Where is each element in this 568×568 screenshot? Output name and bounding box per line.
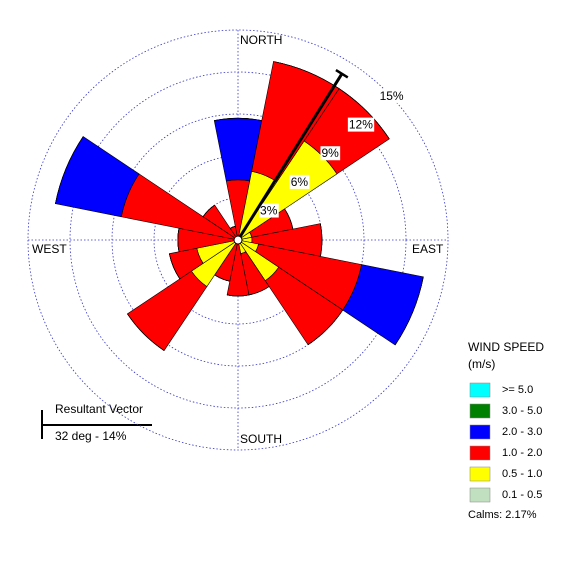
resultant-title: Resultant Vector [55,402,143,416]
ring-label: 12% [349,118,373,132]
legend-label: 2.0 - 3.0 [502,426,542,438]
legend-swatch [469,382,491,398]
east-label: EAST [412,242,444,256]
legend-label: >= 5.0 [502,384,533,396]
wedge [338,88,390,140]
wedge [227,294,249,297]
legend-label: 0.1 - 0.5 [502,489,542,501]
wedge [126,270,208,352]
resultant-label: 32 deg - 14% [55,429,127,443]
legend-swatch [469,487,491,503]
ring-label: 9% [321,146,339,160]
legend-swatch [469,445,491,461]
ring-label-bg [347,117,375,132]
wedge [230,225,236,229]
calms: Calms: 2.17% [468,509,537,521]
ring-label-bg [320,146,341,161]
wedge [307,309,344,346]
south-label: SOUTH [240,432,282,446]
wedge [127,313,165,351]
north-label: NORTH [240,33,282,47]
ring-label: 3% [260,204,278,218]
west-label: WEST [32,242,67,256]
legend-title: WIND SPEED [468,340,544,354]
legend-label: 0.5 - 1.0 [502,468,542,480]
resultant-vector [236,72,344,241]
ring-label-bg [289,174,310,189]
wedge [55,136,84,204]
legend-swatch [469,403,491,419]
ring-label-bg [378,88,405,103]
legend-label: 1.0 - 2.0 [502,447,542,459]
legend-swatch [469,424,491,440]
vector-cap [335,69,349,79]
ring-label-bg [259,203,279,218]
center [233,235,243,245]
legend-label: 3.0 - 5.0 [502,405,542,417]
legend-unit: (m/s) [468,357,495,371]
ring-label: 15% [380,89,404,103]
ring-label: 6% [291,175,309,189]
legend-swatch [469,466,491,482]
